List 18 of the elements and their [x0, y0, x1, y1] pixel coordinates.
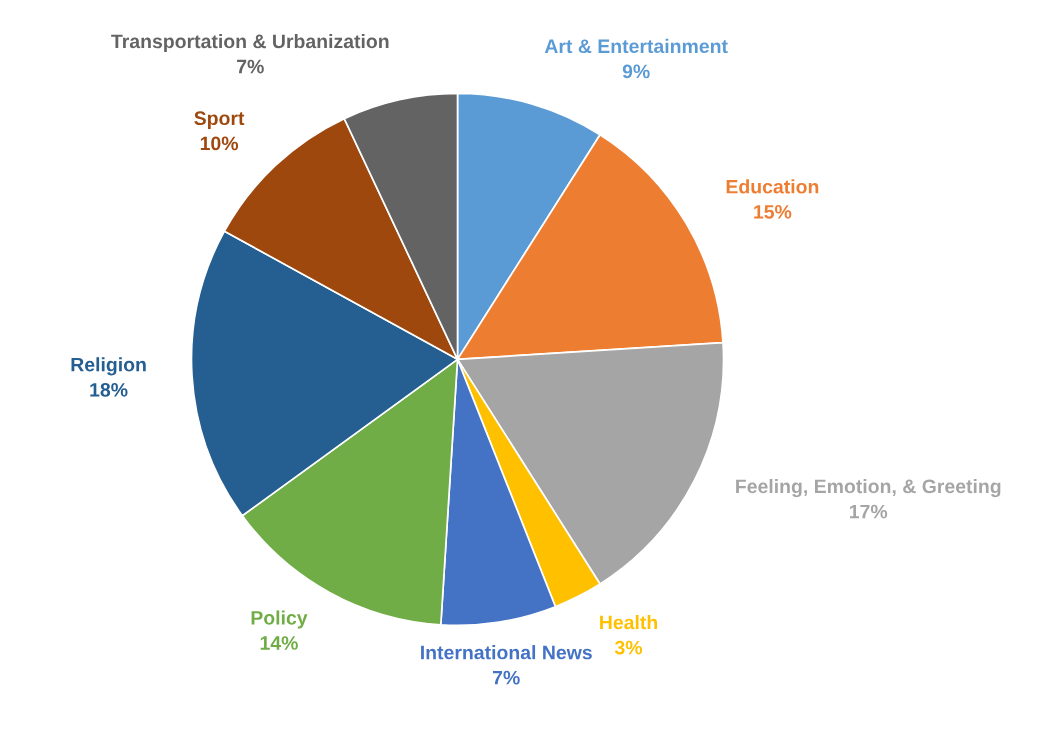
data-label: 14%	[260, 636, 298, 650]
data-label: 7%	[492, 670, 520, 685]
slice-label: Sport	[194, 111, 245, 129]
data-label: 9%	[622, 64, 650, 79]
slice-label: Religion	[71, 357, 146, 376]
data-label: 18%	[90, 382, 128, 397]
data-label: 3%	[614, 640, 643, 655]
data-label: 17%	[850, 504, 888, 519]
data-label: 15%	[754, 205, 792, 219]
slice-label: Education	[726, 179, 819, 194]
slice-label: Policy	[251, 610, 308, 629]
slice-label: Feeling, Emotion, & Greeting	[736, 478, 1001, 498]
slice-label: Art & Entertainment	[544, 38, 728, 54]
data-label: 10%	[200, 136, 239, 151]
slice-label: International News	[421, 645, 592, 660]
slice-label: Health	[600, 615, 658, 630]
slice-label: Transportation & Urbanization	[111, 33, 389, 53]
data-label: 7%	[237, 59, 264, 74]
